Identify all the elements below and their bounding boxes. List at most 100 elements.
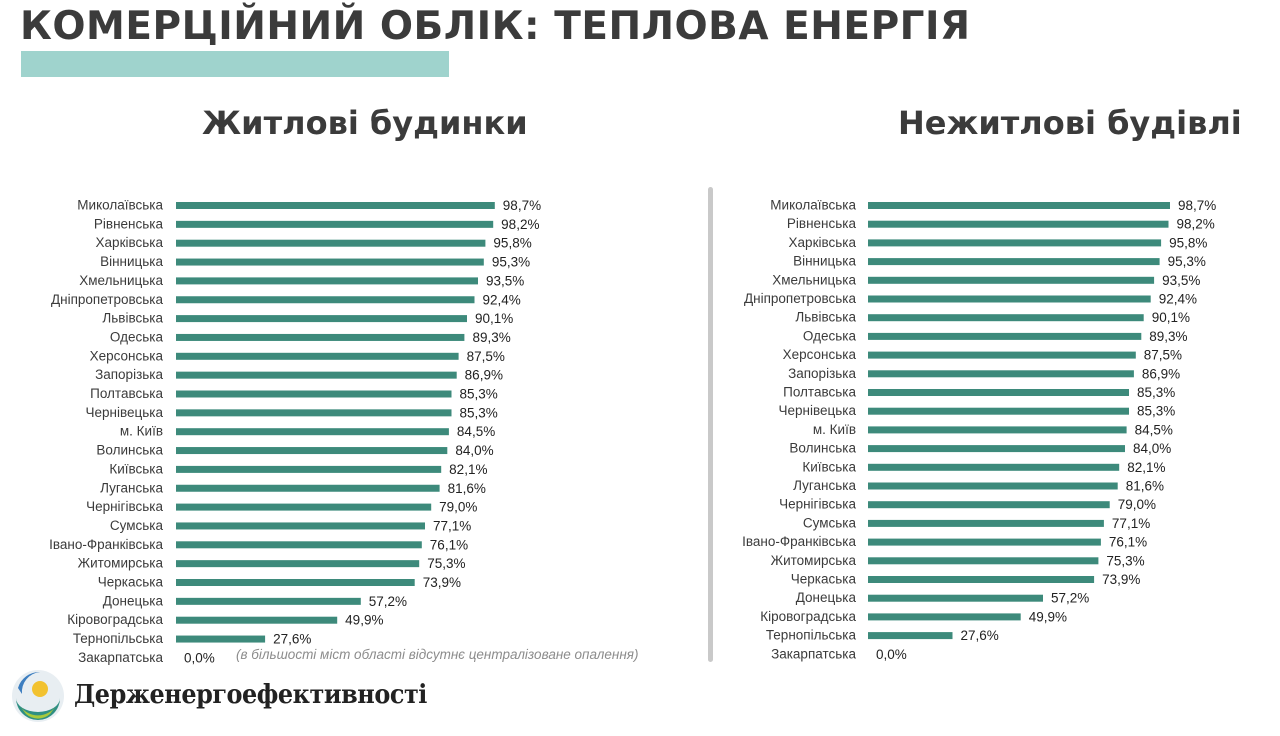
bar-residential [176, 409, 452, 417]
value-label-nonresidential: 49,9% [1029, 609, 1067, 624]
value-label-residential: 98,7% [503, 198, 541, 213]
bar-residential [176, 541, 422, 549]
category-label-residential: Тернопільська [73, 631, 164, 646]
bar-residential [176, 352, 459, 360]
bar-residential [176, 484, 440, 492]
bar-residential [176, 390, 452, 398]
category-label-nonresidential: м. Київ [813, 422, 856, 437]
value-label-nonresidential: 76,1% [1109, 535, 1147, 550]
bar-residential [176, 616, 338, 624]
bar-residential [176, 522, 425, 530]
value-label-residential: 82,1% [449, 462, 487, 477]
bar-nonresidential [868, 370, 1134, 378]
bar-residential [176, 202, 495, 209]
bar-residential [176, 333, 465, 341]
bar-residential [176, 579, 415, 586]
bar-nonresidential [868, 576, 1095, 583]
bar-nonresidential [868, 407, 1129, 415]
category-label-residential: Київська [109, 461, 163, 476]
bar-residential [176, 447, 448, 455]
value-label-nonresidential: 90,1% [1152, 310, 1190, 325]
category-label-residential: Дніпропетровська [51, 292, 163, 307]
value-label-nonresidential: 57,2% [1051, 591, 1089, 606]
bar-nonresidential [868, 314, 1144, 322]
category-label-residential: Івано-Франківська [49, 537, 163, 552]
category-label-residential: Кіровоградська [67, 612, 163, 627]
agency-logo-icon [12, 670, 64, 722]
category-label-nonresidential: Донецька [796, 590, 857, 605]
category-label-residential: Луганська [100, 480, 163, 495]
value-label-residential: 92,4% [482, 292, 520, 307]
category-label-residential: Житомирська [78, 556, 164, 571]
category-label-nonresidential: Чернівецька [779, 403, 857, 418]
category-label-residential: Запорізька [95, 367, 163, 382]
value-label-nonresidential: 89,3% [1149, 329, 1187, 344]
value-label-residential: 85,3% [460, 387, 498, 402]
bar-residential [176, 465, 442, 473]
title-accent-bar [21, 51, 449, 77]
category-label-nonresidential: Вінницька [793, 254, 856, 269]
bar-residential [176, 239, 486, 247]
category-label-nonresidential: Рівненська [787, 216, 857, 231]
bar-nonresidential [868, 276, 1155, 284]
category-label-residential: Чернігівська [86, 499, 163, 514]
category-label-nonresidential: Черкаська [791, 572, 857, 587]
bar-nonresidential [868, 501, 1110, 509]
bar-residential [176, 597, 361, 605]
category-label-residential: Черкаська [98, 575, 164, 590]
category-label-residential: Одеська [110, 329, 164, 344]
category-label-nonresidential: Житомирська [771, 553, 857, 568]
category-label-residential: Полтавська [90, 386, 163, 401]
category-label-residential: Харківська [96, 235, 164, 250]
bar-residential [176, 296, 475, 304]
value-label-nonresidential: 92,4% [1159, 292, 1197, 307]
bar-nonresidential [868, 557, 1099, 565]
category-label-residential: Миколаївська [77, 198, 163, 213]
value-label-residential: 77,1% [433, 518, 471, 533]
bar-nonresidential [868, 239, 1162, 247]
bar-nonresidential [868, 389, 1129, 396]
category-label-residential: Сумська [110, 518, 164, 533]
category-label-nonresidential: Хмельницька [772, 272, 856, 287]
category-label-residential: Чернівецька [86, 405, 164, 420]
value-label-nonresidential: 79,0% [1118, 497, 1156, 512]
value-label-residential: 98,2% [501, 217, 539, 232]
value-label-residential: 84,0% [455, 443, 493, 458]
chart-title-nonresidential: Нежитлові будівлі [898, 104, 1242, 142]
bar-nonresidential [868, 463, 1120, 471]
value-label-residential: 79,0% [439, 500, 477, 515]
category-label-nonresidential: Волинська [789, 441, 856, 456]
bar-residential [176, 635, 266, 643]
category-label-nonresidential: Львівська [795, 310, 856, 325]
chart-divider [708, 187, 713, 662]
value-label-nonresidential: 75,3% [1106, 553, 1144, 568]
value-label-residential: 49,9% [345, 613, 383, 628]
bar-nonresidential [868, 519, 1104, 527]
category-label-nonresidential: Сумська [803, 515, 857, 530]
category-label-nonresidential: Закарпатська [771, 646, 856, 661]
bar-nonresidential [868, 202, 1170, 209]
bar-residential [176, 277, 478, 285]
bar-residential [176, 258, 484, 266]
category-label-residential: м. Київ [120, 424, 163, 439]
footnote: (в більшості міст області відсутнє центр… [236, 647, 639, 662]
category-label-nonresidential: Одеська [803, 328, 857, 343]
bar-nonresidential [868, 594, 1043, 602]
page-title: КОМЕРЦІЙНИЙ ОБЛІК: ТЕПЛОВА ЕНЕРГІЯ [20, 4, 971, 49]
category-label-nonresidential: Полтавська [783, 385, 856, 400]
category-label-nonresidential: Луганська [793, 478, 856, 493]
bar-nonresidential [868, 351, 1136, 359]
category-label-nonresidential: Кіровоградська [760, 609, 856, 624]
bar-nonresidential [868, 538, 1101, 546]
category-label-residential: Хмельницька [79, 273, 163, 288]
value-label-residential: 87,5% [467, 349, 505, 364]
value-label-nonresidential: 0,0% [876, 647, 907, 662]
bar-nonresidential [868, 426, 1127, 434]
category-label-nonresidential: Чернігівська [779, 497, 856, 512]
value-label-nonresidential: 98,2% [1176, 217, 1214, 232]
category-label-residential: Донецька [103, 593, 164, 608]
value-label-nonresidential: 93,5% [1162, 273, 1200, 288]
value-label-residential: 84,5% [457, 424, 495, 439]
bar-nonresidential [868, 332, 1142, 340]
value-label-residential: 81,6% [448, 481, 486, 496]
